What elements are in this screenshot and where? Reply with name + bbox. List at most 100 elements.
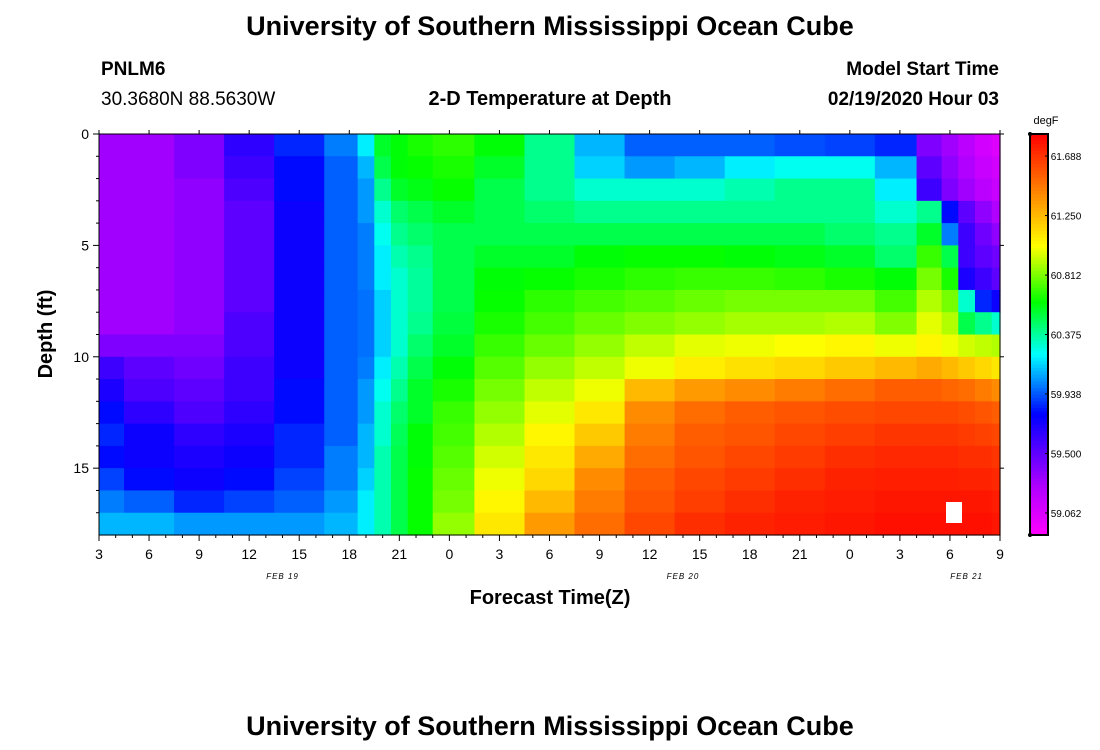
heatmap-cell <box>374 156 392 180</box>
heatmap-cell <box>624 423 676 447</box>
heatmap-cell <box>974 468 993 492</box>
colorbar-segment <box>1030 154 1048 158</box>
heatmap-cell <box>974 200 993 224</box>
heatmap-cell <box>624 267 676 291</box>
heatmap-cell <box>958 267 976 291</box>
heatmap-cell <box>324 156 359 180</box>
heatmap-cell <box>574 379 626 402</box>
colorbar-segment <box>1030 294 1048 299</box>
colorbar-segment <box>1030 304 1048 309</box>
heatmap-cell <box>724 356 776 380</box>
colorbar-segment <box>1030 220 1048 225</box>
colorbar-segment <box>1030 504 1048 509</box>
heatmap-cell <box>574 223 626 246</box>
heatmap-cell <box>824 200 876 224</box>
heatmap-cell <box>224 356 275 380</box>
heatmap-cell <box>124 423 175 447</box>
heatmap-cell <box>124 401 175 425</box>
colorbar-segment <box>1030 408 1048 412</box>
heatmap-cell <box>991 178 1001 202</box>
heatmap-cell <box>224 312 275 336</box>
heatmap-cell <box>390 245 409 269</box>
heatmap-cell <box>941 401 959 425</box>
heatmap-cell <box>474 379 526 402</box>
heatmap-cell <box>824 379 876 402</box>
colorbar-segment <box>1030 438 1048 443</box>
heatmap-cell <box>574 312 626 336</box>
heatmap-cell <box>224 490 275 514</box>
heatmap-cell <box>99 401 125 425</box>
heatmap-cell <box>524 468 576 492</box>
heatmap-cell <box>357 334 375 358</box>
colorbar-segment <box>1030 210 1048 215</box>
heatmap-cell <box>941 178 959 202</box>
colorbar-segment <box>1030 247 1048 252</box>
heatmap-cell <box>874 156 918 180</box>
heatmap-cell <box>958 245 976 269</box>
heatmap-cell <box>474 356 526 380</box>
heatmap-cell <box>624 289 676 313</box>
heatmap-cell <box>724 156 776 180</box>
heatmap-cell <box>524 445 576 469</box>
heatmap-cell <box>674 379 726 402</box>
heatmap-cell <box>432 512 476 536</box>
heatmap-cell <box>474 468 526 492</box>
chart-subtitle: 2-D Temperature at Depth <box>428 88 671 110</box>
colorbar-segment <box>1030 301 1048 306</box>
heatmap-cell <box>124 312 175 336</box>
heatmap-cell <box>374 267 392 291</box>
heatmap-cell <box>407 267 434 291</box>
heatmap-cell <box>274 267 325 291</box>
heatmap-cell <box>574 490 626 514</box>
heatmap-cell <box>958 379 976 402</box>
colorbar-segment <box>1030 461 1048 466</box>
heatmap-cell <box>432 401 476 425</box>
heatmap-cell <box>916 223 943 246</box>
heatmap-cell <box>357 356 375 380</box>
heatmap-cell <box>432 423 476 447</box>
colorbar-segment <box>1030 277 1048 282</box>
heatmap-cell <box>474 134 526 157</box>
colorbar-segment <box>1030 250 1048 255</box>
heatmap-cell <box>407 468 434 492</box>
heatmap-cell <box>974 356 993 380</box>
colorbar-segment <box>1030 381 1048 386</box>
heatmap-cell <box>174 200 225 224</box>
colorbar-corner-dot <box>1028 533 1032 537</box>
heatmap-cell <box>324 245 359 269</box>
heatmap-cell <box>674 134 726 157</box>
heatmap-cell <box>374 445 392 469</box>
colorbar-segment <box>1030 418 1048 422</box>
heatmap-cell <box>174 445 225 469</box>
heatmap-cell <box>958 445 976 469</box>
heatmap-cell <box>407 356 434 380</box>
colorbar-segment <box>1030 164 1048 169</box>
colorbar-segment <box>1030 384 1048 389</box>
heatmap-cell <box>574 401 626 425</box>
colorbar-segment <box>1030 184 1048 189</box>
colorbar-segment <box>1030 157 1048 162</box>
heatmap-cell <box>224 134 275 157</box>
heatmap-cell <box>357 445 375 469</box>
heatmap-cell <box>432 445 476 469</box>
heatmap-cell <box>474 401 526 425</box>
heatmap-cell <box>941 200 959 224</box>
colorbar-segment <box>1030 377 1048 382</box>
x-tick-label: 6 <box>546 546 554 562</box>
x-axis-label: Forecast Time(Z) <box>470 587 631 609</box>
heatmap-cell <box>324 512 359 536</box>
heatmap-cell <box>916 156 943 180</box>
x-tick-label: 9 <box>996 546 1004 562</box>
colorbar-tick-label: 60.812 <box>1051 271 1082 282</box>
colorbar-segment <box>1030 224 1048 229</box>
heatmap-cell <box>991 245 1001 269</box>
heatmap-cell <box>824 512 876 536</box>
heatmap-cell <box>824 401 876 425</box>
heatmap-cell <box>474 178 526 202</box>
heatmap-cell <box>874 468 918 492</box>
heatmap-cell <box>991 200 1001 224</box>
colorbar-segment <box>1030 524 1048 529</box>
heatmap-cell <box>941 423 959 447</box>
y-tick-label: 15 <box>73 460 89 476</box>
heatmap-cell <box>958 200 976 224</box>
